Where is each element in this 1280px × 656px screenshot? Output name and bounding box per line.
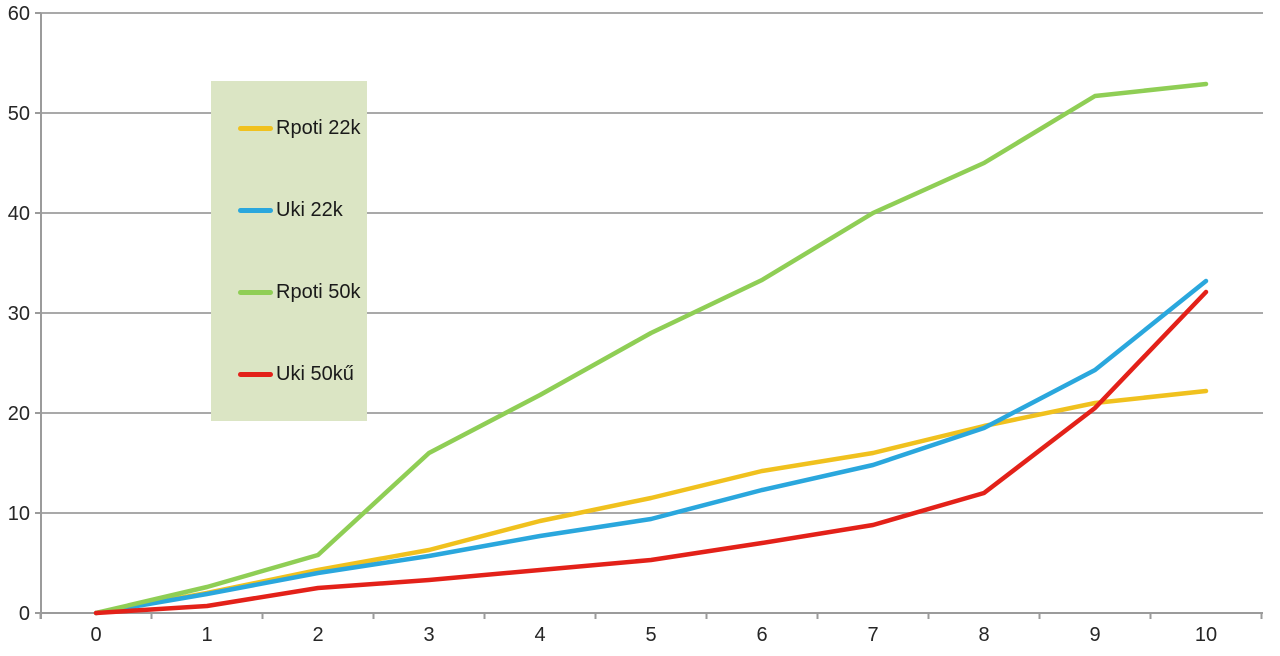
series-line-uki-22k: [93, 278, 1209, 616]
legend-item-rpoti-50k: Rpoti 50k: [238, 279, 361, 305]
y-axis-label: 20: [8, 403, 30, 425]
x-axis-label: 3: [423, 624, 434, 646]
series-line-rpoti-50k: [93, 81, 1209, 616]
chart-legend: Rpoti 22k Uki 22k Rpoti 50k Uki 50kű: [211, 81, 367, 421]
legend-swatch-icon: [238, 289, 273, 295]
legend-label: Uki 22k: [276, 199, 343, 221]
series-line-uki-50kű: [93, 289, 1209, 616]
x-axis-label: 7: [867, 624, 878, 646]
y-axis-label: 30: [8, 303, 30, 325]
y-axis-label: 60: [8, 3, 30, 25]
legend-swatch-icon: [238, 207, 273, 213]
legend-item-uki-22k: Uki 22k: [238, 197, 343, 223]
legend-label: Rpoti 22k: [276, 117, 361, 139]
legend-item-uki-50kű: Uki 50kű: [238, 361, 354, 387]
legend-label: Uki 50kű: [276, 363, 354, 385]
series-line-rpoti-22k: [93, 388, 1209, 616]
legend-item-rpoti-22k: Rpoti 22k: [238, 115, 361, 141]
x-axis-label: 10: [1195, 624, 1217, 646]
legend-swatch-icon: [238, 125, 273, 131]
y-axis-label: 0: [19, 603, 30, 625]
x-axis-label: 5: [645, 624, 656, 646]
x-axis-label: 2: [312, 624, 323, 646]
y-axis-label: 40: [8, 203, 30, 225]
legend-swatch-icon: [238, 371, 273, 377]
x-axis-label: 8: [978, 624, 989, 646]
x-axis-label: 1: [201, 624, 212, 646]
y-axis-label: 50: [8, 103, 30, 125]
x-axis-label: 9: [1089, 624, 1100, 646]
y-axis-label: 10: [8, 503, 30, 525]
x-axis-label: 4: [534, 624, 545, 646]
legend-label: Rpoti 50k: [276, 281, 361, 303]
x-axis-label: 6: [756, 624, 767, 646]
x-axis-label: 0: [90, 624, 101, 646]
